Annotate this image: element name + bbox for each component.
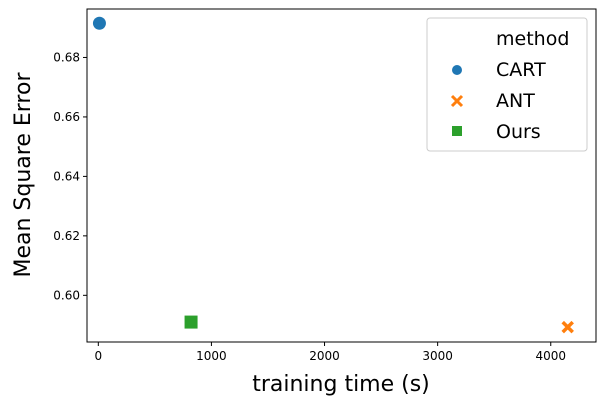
- x-axis-label: training time (s): [252, 372, 430, 397]
- legend-label-ant: ANT: [496, 90, 535, 112]
- y-axis-label: Mean Square Error: [11, 72, 36, 278]
- x-tick-label: 1000: [196, 349, 227, 363]
- y-tick-label: 0.62: [53, 229, 80, 243]
- legend-item-ant: ANT: [450, 90, 535, 112]
- legend-item-cart: CART: [452, 59, 546, 81]
- x-tick-label: 2000: [309, 349, 340, 363]
- data-point-ours: [184, 315, 198, 329]
- data-point-ant: [561, 320, 574, 334]
- x-tick-label: 4000: [535, 349, 566, 363]
- legend-marker-cart: [452, 65, 462, 75]
- y-axis: 0.60 0.62 0.64 0.66 0.68: [53, 50, 87, 302]
- legend: method CART ANT Ours: [426, 17, 588, 152]
- legend-label-cart: CART: [496, 59, 546, 81]
- y-tick-label: 0.68: [53, 50, 80, 64]
- x-tick-label: 0: [94, 349, 102, 363]
- legend-title: method: [496, 28, 569, 50]
- legend-item-ours: Ours: [452, 121, 541, 143]
- x-axis: 0 1000 2000 3000 4000: [94, 342, 566, 363]
- legend-frame: [426, 17, 588, 152]
- data-point-cart: [92, 16, 106, 30]
- legend-marker-ant: [450, 94, 464, 108]
- plot-frame: [86, 8, 597, 343]
- y-tick-label: 0.60: [53, 288, 80, 302]
- y-tick-label: 0.66: [53, 110, 80, 124]
- legend-marker-ours: [452, 126, 462, 136]
- x-tick-label: 3000: [422, 349, 453, 363]
- y-tick-label: 0.64: [53, 169, 80, 183]
- legend-label-ours: Ours: [496, 121, 541, 143]
- marks-layer: [92, 16, 574, 334]
